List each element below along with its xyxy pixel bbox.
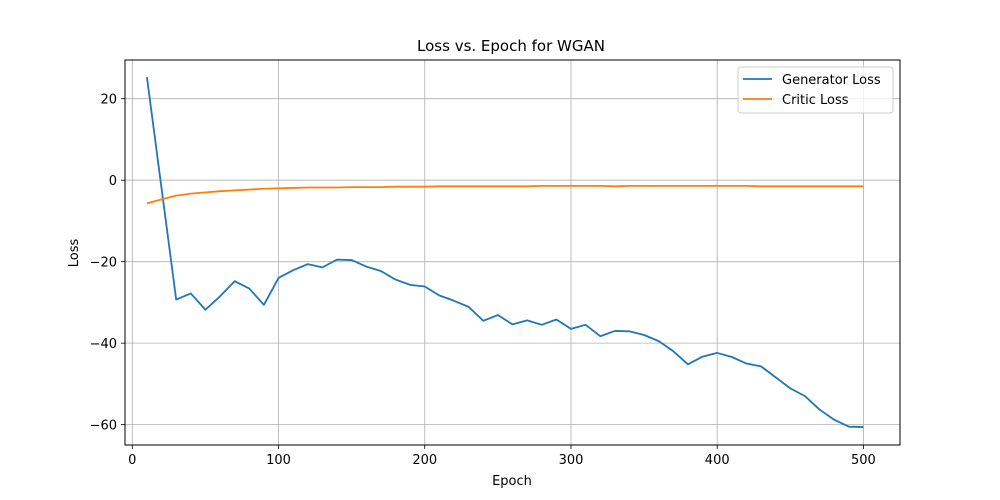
axis-ticks: 0 100 200 300 400 500 −60 −40 −20 0 20	[90, 93, 876, 468]
x-tick-label: 300	[559, 453, 584, 468]
y-tick-label: −60	[90, 419, 117, 434]
y-tick-label: 20	[100, 93, 117, 108]
y-axis-label: Loss	[67, 239, 82, 268]
chart-title: Loss vs. Epoch for WGAN	[417, 37, 605, 55]
x-tick-label: 200	[412, 453, 437, 468]
legend-label-generator-loss: Generator Loss	[782, 73, 881, 88]
x-axis-label: Epoch	[492, 474, 532, 489]
legend-box	[737, 66, 894, 114]
legend: Generator Loss Critic Loss	[737, 66, 894, 114]
y-tick-label: −40	[90, 337, 117, 352]
x-tick-label: 400	[705, 453, 730, 468]
series-line-critic-loss	[146, 184, 864, 205]
x-tick-label: 100	[266, 453, 291, 468]
y-tick-label: −20	[90, 256, 117, 271]
series-lines	[146, 76, 864, 428]
grid	[125, 60, 900, 445]
x-tick-label: 500	[851, 453, 876, 468]
legend-label-critic-loss: Critic Loss	[782, 93, 849, 108]
x-tick-label: 0	[128, 453, 136, 468]
plot-frame	[124, 59, 901, 446]
series-line-generator-loss	[146, 76, 864, 428]
y-tick-label: 0	[109, 174, 117, 189]
